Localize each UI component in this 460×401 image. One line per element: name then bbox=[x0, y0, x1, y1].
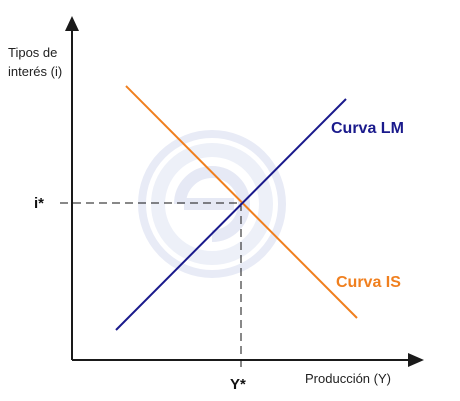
is-curve bbox=[125, 85, 358, 319]
lm-curve bbox=[115, 98, 347, 331]
x-axis-arrow-icon bbox=[408, 353, 424, 367]
y-axis-title-line1: Tipos de bbox=[8, 45, 57, 60]
equilibrium-output-label: Y* bbox=[230, 376, 246, 393]
x-axis-title: Producción (Y) bbox=[305, 371, 391, 386]
watermark-logo-icon bbox=[138, 130, 286, 278]
lm-curve-label: Curva LM bbox=[331, 120, 404, 137]
y-axis-title-line2: interés (i) bbox=[8, 64, 62, 79]
equilibrium-rate-label: i* bbox=[34, 195, 44, 212]
y-axis-arrow-icon bbox=[65, 16, 79, 31]
is-curve-label: Curva IS bbox=[336, 274, 401, 291]
